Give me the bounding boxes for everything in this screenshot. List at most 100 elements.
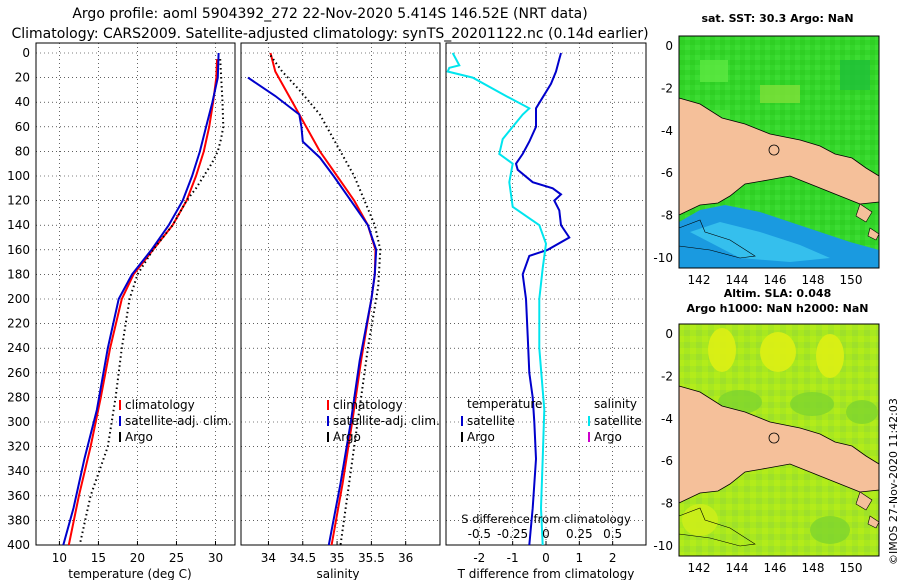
depth-tick-label: 260 [7,366,30,380]
coast-contour [678,219,756,259]
depth-tick-label: 200 [7,292,30,306]
x-tick-label: 0 [542,551,550,565]
legend-t-satellite-label: satellite [467,414,515,428]
figure-title-line1: Argo profile: aoml 5904392_272 22-Nov-20… [72,6,588,22]
x-tick-label: 35 [329,551,344,565]
series-satellite-adj-clim- [247,76,378,546]
depth-tick-label: 180 [7,267,30,281]
map-lat-tick-label: -2 [661,369,673,383]
series-salinity-satellite [446,52,548,546]
t-difference-axis-label: T difference from climatology [457,567,635,580]
x-tick-label: 34 [261,551,276,565]
sla-map [678,323,880,557]
reef-contour [768,432,780,444]
top-tick-label: -0.25 [497,527,528,541]
map-lon-tick-label: 150 [840,273,863,287]
sst-map-title: sat. SST: 30.3 Argo: NaN [701,12,854,25]
x-tick-label: 15 [91,551,106,565]
legend-salinity-header: salinity [594,397,637,411]
sla-high-patch [760,332,796,372]
sla-low-patch [790,392,834,416]
island-land [855,491,873,511]
sla-map-frame [678,323,880,557]
legend-argo-label: Argo [125,430,153,444]
figure-title-line2: Climatology: CARS2009. Satellite-adjuste… [11,26,649,42]
depth-tick-label: 20 [15,71,30,85]
map-lon-tick-label: 142 [688,561,711,575]
salinity-legend: climatology satellite-adj. clim. Argo [327,398,440,444]
x-tick-label: 25 [169,551,184,565]
map-lon-tick-label: 146 [764,561,787,575]
map-lat-tick-label: -6 [661,454,673,468]
map-lon-tick-label: 142 [688,273,711,287]
map-lon-tick-label: 144 [726,273,749,287]
difference-legend: temperature satellite Argo salinity sate… [461,397,642,444]
map-lat-tick-label: 0 [665,39,673,53]
map-lat-tick-label: -6 [661,166,673,180]
x-tick-label: 35.5 [358,551,385,565]
map-lon-tick-label: 148 [802,561,825,575]
legend-t-argo-label: Argo [467,430,495,444]
x-tick-label: -2 [473,551,485,565]
depth-tick-label: 60 [15,120,30,134]
x-tick-label: 36 [398,551,413,565]
x-tick-label: 30 [208,551,223,565]
salinity-axis-label: salinity [316,567,359,580]
top-tick-label: 0.5 [603,527,622,541]
x-tick-label: 2 [609,551,617,565]
series-climatology [269,52,377,546]
legend-satellite-label: satellite-adj. clim. [333,414,440,428]
map-lat-tick-label: -8 [661,209,673,223]
depth-tick-label: 0 [22,46,30,60]
depth-tick-label: 300 [7,415,30,429]
sla-high-patch [816,334,844,378]
sla-high-patch [708,328,736,372]
top-tick-label: 0 [542,527,550,541]
sst-map [678,35,880,269]
depth-tick-label: 40 [15,95,30,109]
temperature-axis-label: temperature (deg C) [68,567,191,580]
depth-tick-label: 100 [7,169,30,183]
series-climatology [67,59,219,546]
sla-map-title-line1: Altim. SLA: 0.048 [723,287,832,300]
legend-s-argo-label: Argo [594,430,622,444]
map-lat-tick-label: -2 [661,81,673,95]
island-land [855,203,873,223]
series-argo [269,54,382,546]
depth-tick-label: 320 [7,440,30,454]
reef-contour [768,144,780,156]
x-tick-label: 20 [130,551,145,565]
sla-low-patch [846,400,878,424]
map-lat-tick-label: -4 [661,124,673,138]
sst-patch [840,60,870,90]
sla-low-patch [810,516,850,544]
sla-high-patch [682,504,718,536]
depth-tick-label: 280 [7,390,30,404]
depth-tick-label: 140 [7,218,30,232]
legend-climatology-label: climatology [125,398,195,412]
x-tick-label: 10 [52,551,67,565]
legend-climatology-label: climatology [333,398,403,412]
x-tick-label: -1 [507,551,519,565]
map-lat-tick-label: -10 [653,539,673,553]
sst-patch [700,60,728,82]
map-lat-tick-label: -4 [661,412,673,426]
island-land [867,515,880,529]
coast-contour [678,507,756,547]
map-lon-tick-label: 144 [726,561,749,575]
x-tick-label: 1 [576,551,584,565]
depth-tick-label: 380 [7,513,30,527]
depth-tick-label: 80 [15,144,30,158]
temperature-legend: climatology satellite-adj. clim. Argo [119,398,232,444]
depth-tick-label: 120 [7,194,30,208]
depth-tick-label: 340 [7,464,30,478]
salinity-panel-frame [240,42,441,546]
imos-timestamp: ©IMOS 27-Nov-2020 11:42:03 [887,398,900,565]
map-lat-tick-label: -8 [661,497,673,511]
sst-patch [760,85,800,103]
map-lon-tick-label: 150 [840,561,863,575]
map-lat-tick-label: -10 [653,251,673,265]
sst-cool-water-light [690,222,830,262]
depth-tick-label: 400 [7,538,30,552]
